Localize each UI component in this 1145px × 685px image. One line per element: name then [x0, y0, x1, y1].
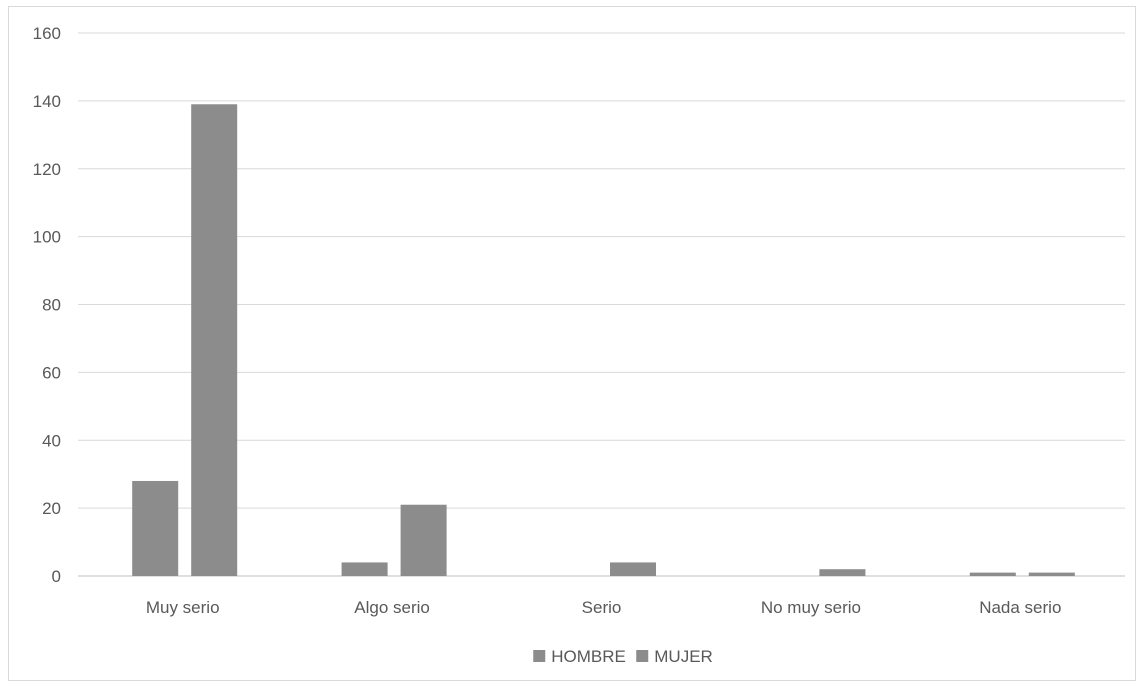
y-tick-label-160: 160: [33, 24, 61, 43]
legend: HOMBRE MUJER: [533, 647, 713, 666]
y-tick-label-100: 100: [33, 228, 61, 247]
y-tick-label-120: 120: [33, 160, 61, 179]
bar-mujer-muy-serio: [191, 104, 238, 577]
x-tick-label-algo-serio: Algo serio: [354, 598, 430, 617]
gridlines: [78, 32, 1125, 577]
bar-hombre-algo-serio: [341, 562, 388, 576]
x-tick-label-serio: Serio: [582, 598, 622, 617]
legend-swatch-hombre: [533, 650, 546, 662]
bar-mujer-algo-serio: [400, 504, 447, 576]
legend-label-hombre: HOMBRE: [551, 647, 626, 666]
x-tick-label-no-muy-serio: No muy serio: [761, 598, 861, 617]
x-tick-label-nada-serio: Nada serio: [979, 598, 1061, 617]
legend-swatch-mujer: [636, 650, 649, 662]
bar-mujer-nada-serio: [1028, 572, 1075, 576]
y-tick-label-80: 80: [42, 296, 61, 315]
bars: [132, 104, 1075, 577]
y-axis-ticks: 0 20 40 60 80 100 120 140 160: [33, 24, 61, 586]
legend-label-mujer: MUJER: [654, 647, 713, 666]
y-tick-label-0: 0: [52, 567, 61, 586]
y-tick-label-20: 20: [42, 499, 61, 518]
y-tick-label-60: 60: [42, 363, 61, 382]
y-tick-label-140: 140: [33, 92, 61, 111]
bar-hombre-muy-serio: [132, 480, 179, 576]
bar-mujer-serio: [610, 562, 656, 576]
x-axis-ticks: Muy serio Algo serio Serio No muy serio Nada…: [146, 598, 1062, 617]
bar-hombre-nada-serio: [969, 572, 1016, 576]
x-tick-label-muy-serio: Muy serio: [146, 598, 220, 617]
y-tick-label-40: 40: [42, 431, 61, 450]
bar-mujer-no-muy-serio: [819, 569, 866, 576]
